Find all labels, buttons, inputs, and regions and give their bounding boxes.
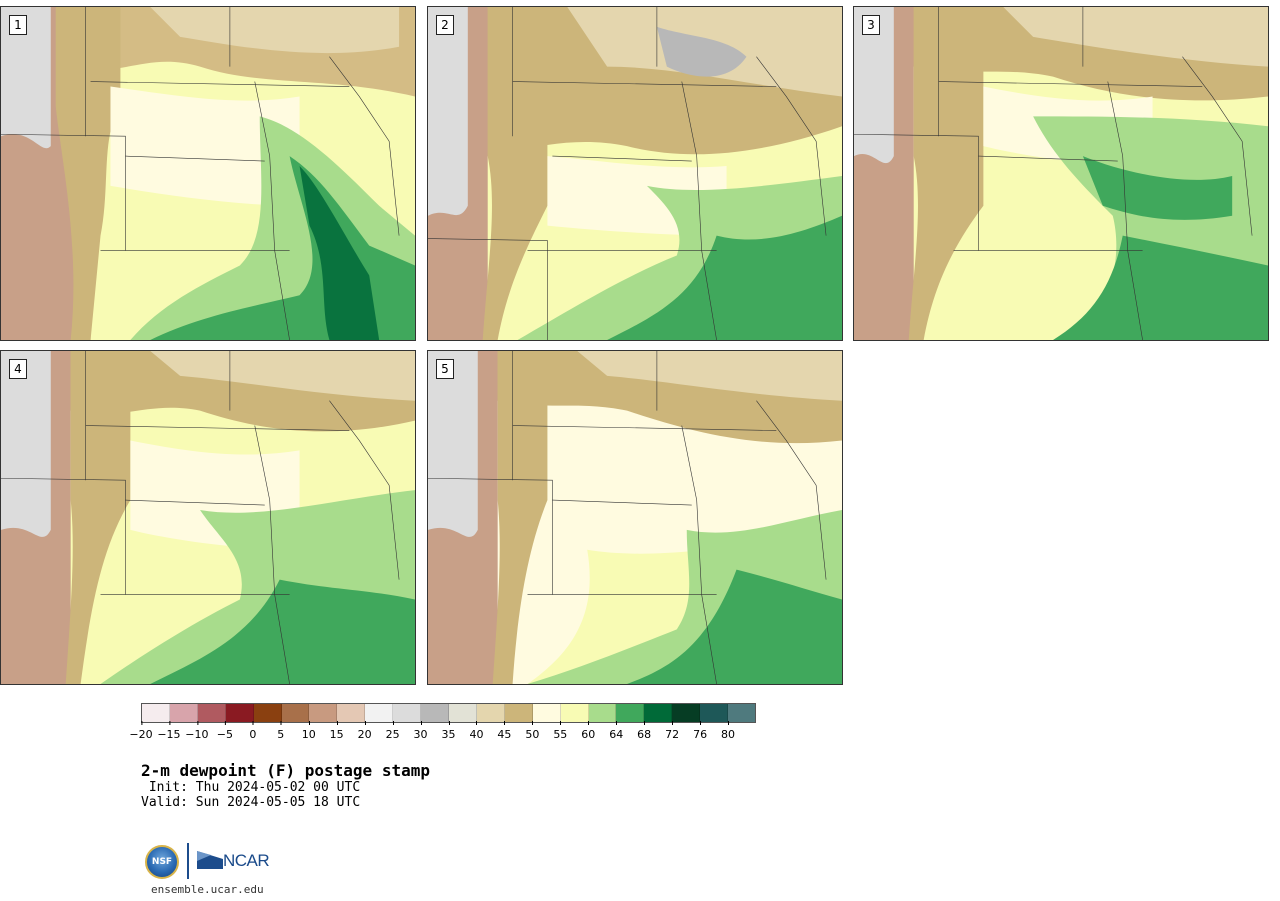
colorbar-swatch <box>169 704 198 722</box>
colorbar-swatch <box>560 704 589 722</box>
colorbar-swatch <box>365 704 394 722</box>
valid-time: Valid: Sun 2024-05-05 18 UTC <box>141 795 361 810</box>
colorbar-swatch <box>309 704 338 722</box>
colorbar-swatch <box>421 704 449 722</box>
colorbar-tick-label: −10 <box>185 721 209 741</box>
map-panel-2: 2 <box>427 6 843 341</box>
colorbar-tick-label: 0 <box>249 721 256 741</box>
colorbar-swatch <box>337 704 366 722</box>
colorbar-tick-label: −20 <box>129 721 153 741</box>
logo-divider <box>187 843 189 879</box>
ncar-logo-mark <box>197 851 223 869</box>
dewpoint-map-3 <box>854 7 1268 340</box>
colorbar-tick-label: −5 <box>217 721 233 741</box>
colorbar-tick-label: 50 <box>525 721 539 741</box>
colorbar-tick-label: 80 <box>721 721 735 741</box>
map-title: 2-m dewpoint (F) postage stamp <box>141 761 430 780</box>
colorbar-tick-label: 30 <box>414 721 428 741</box>
colorbar-swatch <box>672 704 701 722</box>
colorbar-tick-label: 68 <box>637 721 651 741</box>
colorbar-swatch <box>728 704 755 722</box>
site-url[interactable]: ensemble.ucar.edu <box>151 883 264 896</box>
dewpoint-map-4 <box>1 351 415 684</box>
ncar-logo-text: NCAR <box>223 851 270 870</box>
colorbar-swatch <box>644 704 673 722</box>
colorbar-swatch <box>476 704 505 722</box>
panel-number: 2 <box>436 15 454 35</box>
init-time: Init: Thu 2024-05-02 00 UTC <box>141 780 361 795</box>
colorbar-tick-label: −15 <box>157 721 181 741</box>
colorbar-swatch <box>588 704 617 722</box>
colorbar-swatch <box>448 704 477 722</box>
colorbar-tick-label: 10 <box>302 721 316 741</box>
colorbar-swatch <box>281 704 310 722</box>
colorbar-swatch <box>393 704 422 722</box>
colorbar-tick-label: 25 <box>386 721 400 741</box>
colorbar-ticks: −20 −15 −10 −5 0 5 10 15 20 25 30 35 40 45 50 55 60 64 68 7… <box>129 721 756 743</box>
colorbar-swatch <box>616 704 645 722</box>
colorbar-tick-label: 60 <box>581 721 595 741</box>
colorbar-tick-label: 15 <box>330 721 344 741</box>
panel-number: 1 <box>9 15 27 35</box>
logos: NSF NCAR <box>145 843 285 879</box>
colorbar-swatch <box>197 704 226 722</box>
colorbar-swatch <box>142 704 170 722</box>
panel-number: 4 <box>9 359 27 379</box>
dewpoint-colorbar <box>141 703 756 723</box>
dewpoint-map-5 <box>428 351 842 684</box>
map-panel-1: 1 <box>0 6 416 341</box>
colorbar-swatch <box>253 704 282 722</box>
colorbar-swatch <box>504 704 533 722</box>
dewpoint-map-1 <box>1 7 415 340</box>
colorbar-tick-label: 55 <box>553 721 567 741</box>
nsf-logo: NSF <box>145 845 179 879</box>
colorbar-tick-label: 64 <box>609 721 623 741</box>
panel-number: 3 <box>862 15 880 35</box>
colorbar-tick-label: 35 <box>442 721 456 741</box>
panel-number: 5 <box>436 359 454 379</box>
map-panel-5: 5 <box>427 350 843 685</box>
colorbar-tick-label: 20 <box>358 721 372 741</box>
colorbar-tick-label: 40 <box>469 721 483 741</box>
colorbar-tick-label: 72 <box>665 721 679 741</box>
dewpoint-map-2 <box>428 7 842 340</box>
colorbar-swatch <box>225 704 254 722</box>
colorbar-swatch <box>532 704 561 722</box>
map-panel-3: 3 <box>853 6 1269 341</box>
map-panel-4: 4 <box>0 350 416 685</box>
colorbar-tick-label: 5 <box>277 721 284 741</box>
colorbar-swatch <box>700 704 729 722</box>
colorbar-tick-label: 45 <box>497 721 511 741</box>
colorbar-tick-label: 76 <box>693 721 707 741</box>
